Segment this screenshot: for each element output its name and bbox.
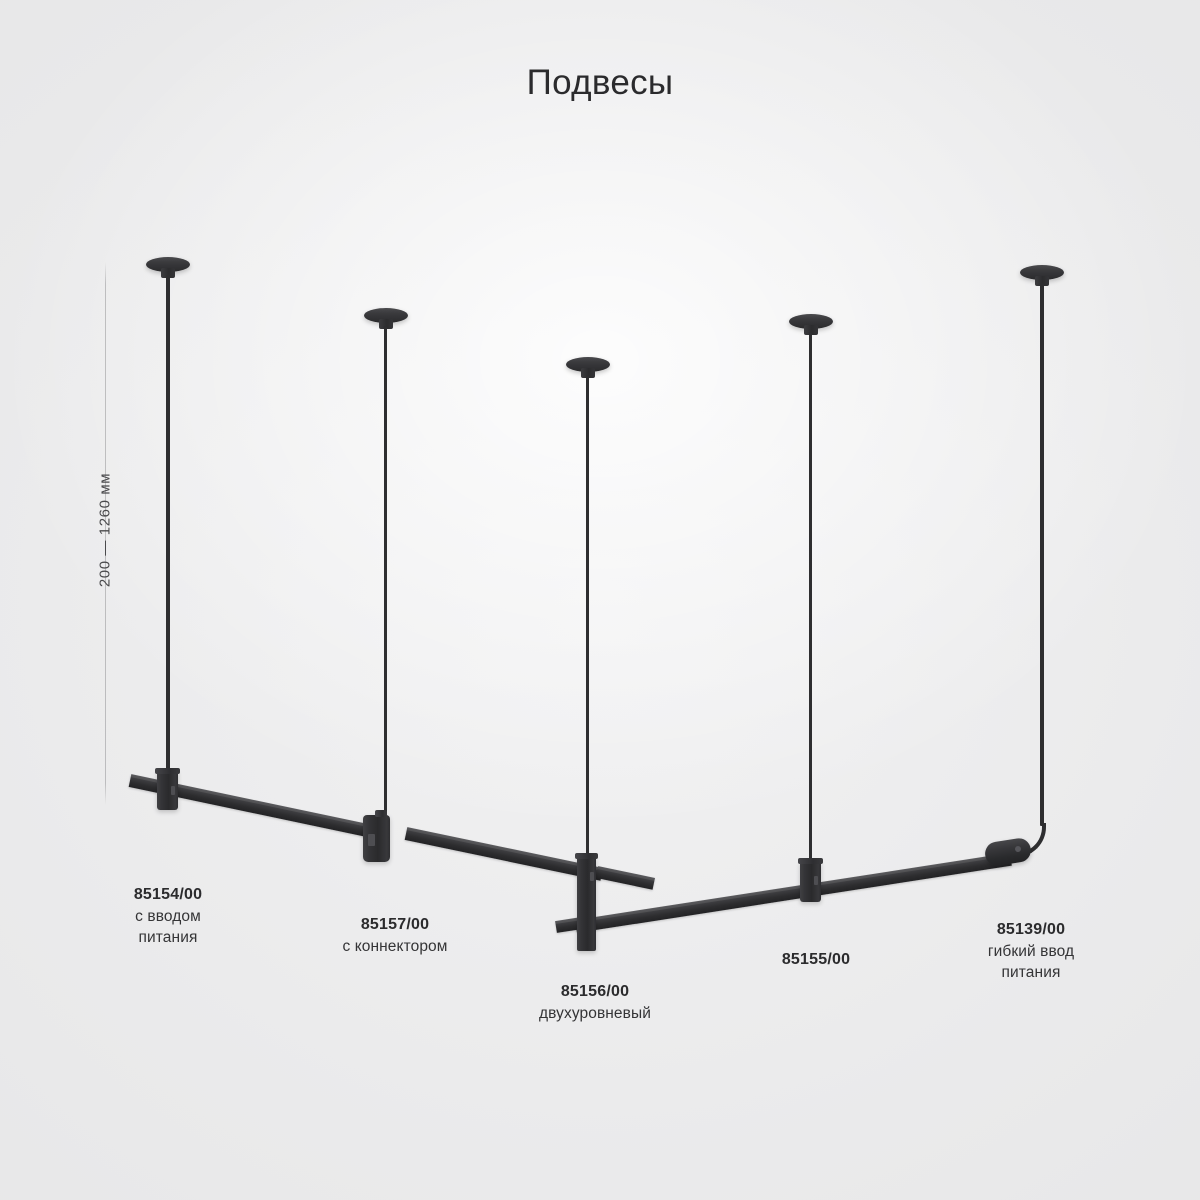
canopy-neck-2 <box>379 319 393 329</box>
product-description-line-1: с коннектором <box>342 938 448 956</box>
product-code: 85139/00 <box>996 921 1066 938</box>
product-code: 85155/00 <box>781 951 851 968</box>
canopy-neck-3 <box>581 368 595 378</box>
product-label-2: 85157/00 с коннектором <box>313 914 477 957</box>
ceiling-canopy-3 <box>566 357 610 372</box>
track-rail-segment-3 <box>575 852 1012 933</box>
pendant-body-cap-85155 <box>798 858 823 864</box>
ceiling-canopy-4 <box>789 314 833 329</box>
power-feed-port-85139 <box>1015 846 1021 852</box>
suspension-cable-2 <box>384 326 387 814</box>
dimension-label: 200 — 1260 мм <box>96 472 114 588</box>
pendant-body-85156 <box>577 856 596 951</box>
pendant-body-port-85156 <box>590 872 594 881</box>
pendant-body-85155 <box>800 861 821 902</box>
dimension-leader-line <box>105 262 106 805</box>
page-title: Подвесы <box>526 63 674 102</box>
suspension-cable-3 <box>586 375 589 860</box>
product-code: 85156/00 <box>560 983 630 1000</box>
ceiling-canopy-2 <box>364 308 408 323</box>
canopy-neck-5 <box>1035 276 1049 286</box>
canopy-neck-1 <box>161 268 175 278</box>
product-description-line-2: питания <box>138 929 198 947</box>
product-description-line-2: питания <box>1001 964 1061 982</box>
ceiling-canopy-5 <box>1020 265 1064 280</box>
suspension-cable-4 <box>809 332 812 861</box>
pendant-body-port-85157 <box>368 834 375 846</box>
product-label-4: 85155/00 <box>746 949 886 971</box>
product-description-line-1: двухуровневый <box>538 1005 651 1023</box>
power-feed-endcap-85139 <box>983 836 1033 868</box>
product-label-5: 85139/00 гибкий ввод питания <box>958 919 1104 984</box>
pendant-body-cap-85156 <box>575 853 598 859</box>
product-code: 85154/00 <box>133 886 203 903</box>
pendant-body-cap-85154 <box>155 768 180 774</box>
pendant-body-port-85154 <box>171 786 175 795</box>
ceiling-canopy-1 <box>146 257 190 272</box>
product-label-3: 85156/00 двухуровневый <box>497 981 693 1024</box>
product-description-line-1: гибкий ввод <box>987 943 1075 961</box>
pendant-body-85154 <box>157 770 178 810</box>
pendant-body-cap-85157 <box>375 810 387 817</box>
pendant-body-85157 <box>363 815 390 862</box>
suspension-cable-1 <box>166 275 170 775</box>
product-description-line-1: с вводом <box>135 908 201 926</box>
product-label-1: 85154/00 с вводом питания <box>106 884 230 949</box>
track-rail-segment-2 <box>404 827 604 881</box>
suspension-cable-5 <box>1040 283 1044 826</box>
product-code: 85157/00 <box>360 916 430 933</box>
canopy-neck-4 <box>804 325 818 335</box>
track-rail-stub-upper <box>595 866 656 890</box>
pendant-body-port-85155 <box>814 876 818 885</box>
